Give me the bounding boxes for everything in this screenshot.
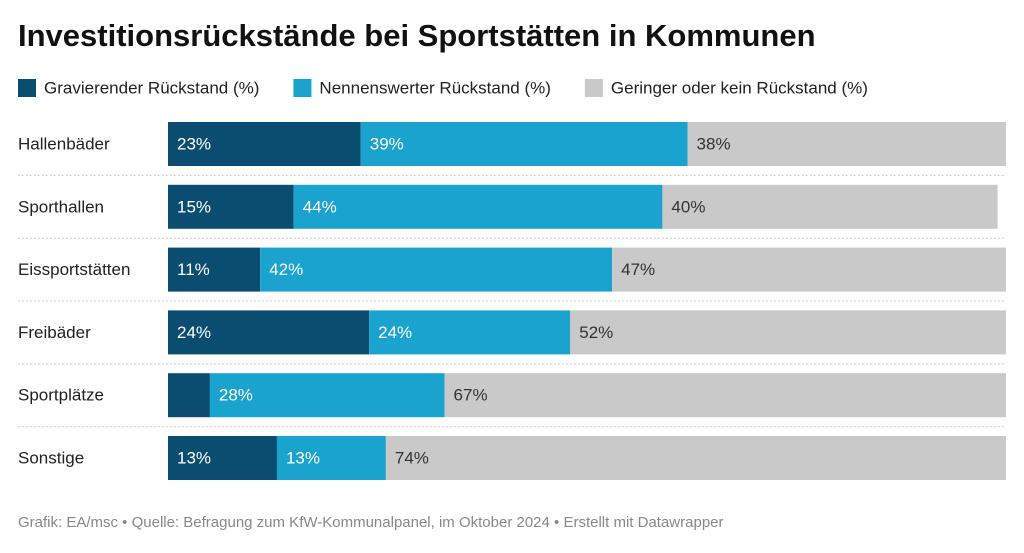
legend-label: Nennenswerter Rückstand (%)	[319, 78, 550, 97]
value-label: 13%	[177, 448, 211, 467]
bar-segment	[260, 247, 613, 292]
source-note: Grafik: EA/msc • Quelle: Befragung zum K…	[18, 514, 724, 531]
bar-segment	[444, 373, 1006, 418]
legend-swatch	[293, 79, 312, 97]
value-label: 67%	[454, 386, 488, 405]
category-label: Sonstige	[18, 448, 84, 467]
value-label: 44%	[303, 197, 337, 216]
bar-segment	[612, 247, 1006, 292]
bar-segment	[687, 122, 1006, 166]
legend-label: Gravierender Rückstand (%)	[44, 78, 259, 97]
bar-segment	[168, 184, 294, 229]
value-label: 52%	[579, 323, 613, 342]
value-label: 47%	[621, 260, 655, 279]
value-label: 28%	[219, 386, 253, 405]
value-label: 13%	[286, 448, 320, 467]
value-label: 38%	[697, 134, 731, 153]
value-label: 42%	[269, 260, 303, 279]
legend-label: Geringer oder kein Rückstand (%)	[611, 78, 868, 97]
value-label: 23%	[177, 134, 211, 153]
value-label: 24%	[177, 323, 211, 342]
category-label: Sportplätze	[18, 386, 104, 405]
bar-segment	[168, 436, 277, 480]
bar-segment	[360, 122, 688, 166]
legend-swatch	[584, 79, 603, 97]
value-label: 74%	[395, 448, 429, 467]
chart-title: Investitionsrückstände bei Sportstätten …	[18, 18, 816, 53]
category-label: Hallenbäder	[18, 134, 110, 153]
value-label: 15%	[177, 197, 211, 216]
bar-segment	[293, 184, 663, 229]
bar-segment	[168, 247, 261, 292]
category-label: Freibäder	[18, 323, 91, 342]
bar-segment	[369, 310, 571, 355]
legend-swatch	[18, 79, 36, 97]
bar-segment	[662, 184, 998, 229]
category-label: Sporthallen	[18, 197, 104, 216]
value-label: 11%	[177, 260, 210, 279]
bar-segment	[570, 310, 1006, 355]
value-label: 40%	[671, 197, 705, 216]
value-label: 24%	[378, 323, 412, 342]
value-label: 39%	[370, 134, 404, 153]
bar-segment	[209, 373, 445, 418]
bar-segment	[168, 122, 361, 166]
bar-segment	[168, 373, 210, 418]
category-label: Eissportstätten	[18, 260, 130, 279]
bar-segment	[168, 310, 370, 355]
bar-segment	[276, 436, 386, 480]
bar-segment	[385, 436, 1006, 480]
